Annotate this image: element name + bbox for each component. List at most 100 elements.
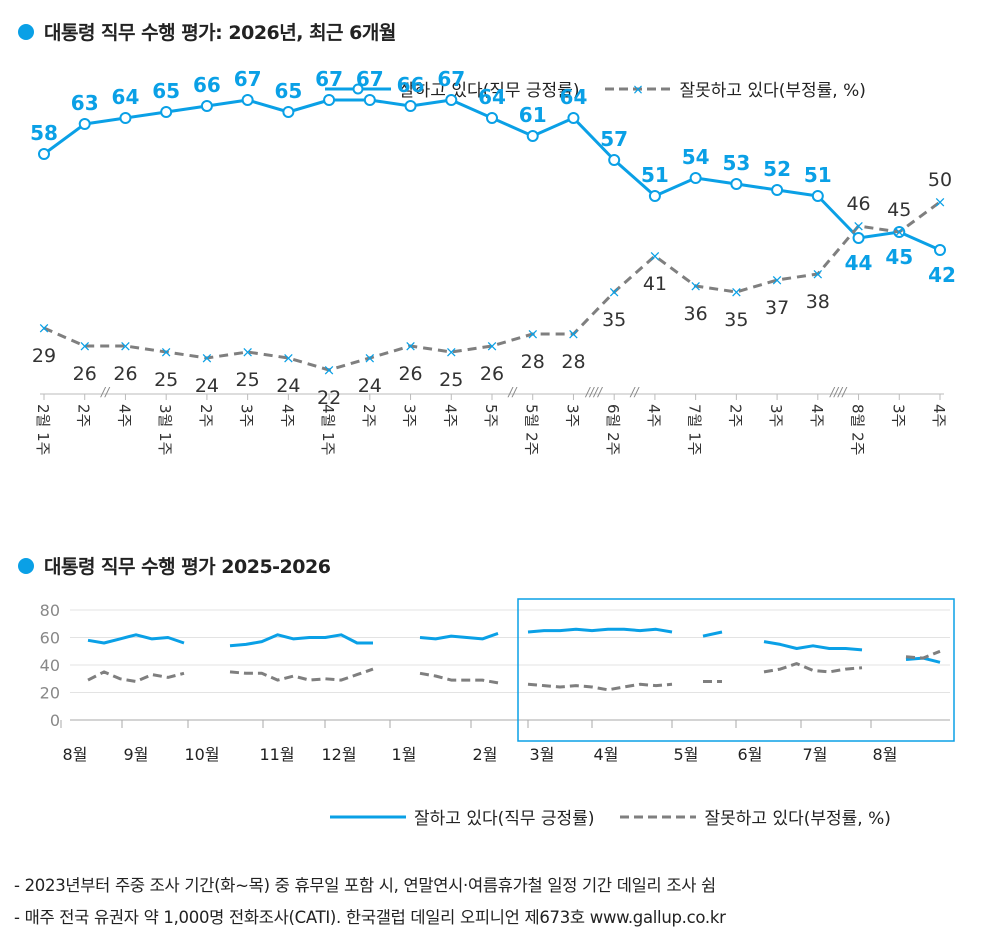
footnote-2: - 매주 전국 유권자 약 1,000명 전화조사(CATI). 한국갤럽 데일… <box>14 908 726 927</box>
disapprove-point: × <box>364 349 377 367</box>
axis-break-mark: //// <box>829 385 848 399</box>
disapprove-data-label: 26 <box>113 363 137 385</box>
x-month-label: 9월 <box>124 745 149 764</box>
x-month-label: 8월 <box>873 745 898 764</box>
x-tick-label: 3주 <box>767 404 785 427</box>
approve-point <box>363 94 376 106</box>
x-tick-label: 5주 <box>482 404 500 427</box>
series2-approve-segment <box>527 627 673 634</box>
y-tick-label: 20 <box>40 684 60 703</box>
x-tick-text: 5주 <box>482 404 500 427</box>
series2-approve-segment <box>419 631 499 641</box>
disapprove-point: × <box>241 343 254 361</box>
x-tick-label: 2주 <box>75 404 93 427</box>
disapprove-point: × <box>486 337 499 355</box>
approve-data-label: 58 <box>30 121 58 145</box>
x-month-label: 1월 <box>392 745 417 764</box>
x-month-label: 10월 <box>184 745 219 764</box>
disapprove-data-label: 29 <box>32 345 56 367</box>
x-month-label: 3월 <box>530 745 555 764</box>
approve-data-label: 57 <box>600 127 628 151</box>
x-tick-text: 4주 <box>441 404 459 427</box>
x-tick-label: 2월 1주 <box>34 404 52 455</box>
approve-point <box>526 130 539 142</box>
approve-data-label: 66 <box>397 73 425 97</box>
x-tick-text: 3주 <box>401 404 419 427</box>
x-tick-label: 8월 2주 <box>849 404 867 455</box>
x-month-label: 12월 <box>321 745 356 764</box>
x-month-label: 5월 <box>674 745 699 764</box>
x-tick-text: 7월 1주 <box>686 404 704 455</box>
disapprove-data-label: 35 <box>602 309 626 331</box>
x-month-label: 2월 <box>473 745 498 764</box>
disapprove-point: × <box>567 325 580 343</box>
x-tick-label: 3주 <box>401 404 419 427</box>
approve-point <box>689 172 702 184</box>
disapprove-data-label: 25 <box>154 369 178 391</box>
disapprove-point: × <box>160 343 173 361</box>
approve-data-label: 67 <box>234 67 262 91</box>
x-tick-text: 4월 1주 <box>319 404 337 455</box>
disapprove-point: × <box>323 361 336 379</box>
approve-point <box>730 178 743 190</box>
x-tick-text: 3주 <box>563 404 581 427</box>
x-tick-text: 2주 <box>360 404 378 427</box>
disapprove-data-label: 41 <box>643 273 667 295</box>
x-tick-label: 2주 <box>726 404 744 427</box>
approve-data-label: 52 <box>763 157 791 181</box>
y-tick-label: 80 <box>40 601 60 620</box>
x-tick-text: 6월 2주 <box>604 404 622 455</box>
bullet-dot-icon <box>18 23 34 40</box>
x-tick-text: 3월 1주 <box>156 404 174 455</box>
approve-point <box>934 244 946 256</box>
axis-break-mark: // <box>629 385 640 399</box>
approve-data-label: 51 <box>804 163 832 187</box>
approve-point <box>567 112 580 124</box>
approve-point <box>200 100 213 112</box>
disapprove-point: × <box>852 217 865 235</box>
approve-data-label: 63 <box>71 91 99 115</box>
disapprove-data-label: 45 <box>887 199 911 221</box>
axis-break-mark: //// <box>585 385 604 399</box>
approve-data-label: 67 <box>315 67 343 91</box>
x-month-label: 8월 <box>63 745 88 764</box>
approve-data-label: 64 <box>112 85 140 109</box>
series2-disapprove-segment <box>905 649 941 660</box>
series2-disapprove-segment <box>229 667 374 682</box>
x-tick-label: 2주 <box>197 404 215 427</box>
series2-disapprove-segment <box>87 670 185 683</box>
axis-break-mark: // <box>507 385 518 399</box>
approve-data-label: 53 <box>722 151 750 175</box>
approve-data-label: 67 <box>437 67 465 91</box>
x-tick-text: 4주 <box>278 404 296 427</box>
recent-period-highlight-box <box>517 598 955 742</box>
x-tick-label: 2주 <box>360 404 378 427</box>
disapprove-point: × <box>38 319 51 337</box>
svg-text:×: × <box>633 82 645 96</box>
x-tick-label: 3월 1주 <box>156 404 174 455</box>
disapprove-point: × <box>649 247 662 265</box>
x-tick-label: 5월 2주 <box>523 404 541 455</box>
approve-data-label: 67 <box>356 67 384 91</box>
x-tick-label: 4주 <box>808 404 826 427</box>
disapprove-data-label: 25 <box>236 369 260 391</box>
approve-data-label: 61 <box>519 103 547 127</box>
disapprove-point: × <box>119 337 132 355</box>
approve-point <box>282 106 295 118</box>
x-tick-text: 8월 2주 <box>849 404 867 455</box>
x-tick-label: 4주 <box>441 404 459 427</box>
disapprove-point: × <box>812 265 825 283</box>
x-tick-label: 3주 <box>238 404 256 427</box>
disapprove-data-label: 26 <box>480 363 504 385</box>
disapprove-data-label: 35 <box>724 309 748 331</box>
legend2-disapprove: 잘못하고 있다(부정률, %) <box>618 804 891 829</box>
approve-point <box>486 112 498 124</box>
x-month-label: 6월 <box>738 745 763 764</box>
x-tick-text: 4주 <box>930 404 948 427</box>
disapprove-data-label: 50 <box>928 169 952 191</box>
y-tick-label: 60 <box>40 629 60 648</box>
x-tick-text: 4주 <box>115 404 133 427</box>
x-month-label: 11월 <box>259 745 294 764</box>
disapprove-data-label: 37 <box>765 297 789 319</box>
disapprove-point: × <box>608 283 621 301</box>
